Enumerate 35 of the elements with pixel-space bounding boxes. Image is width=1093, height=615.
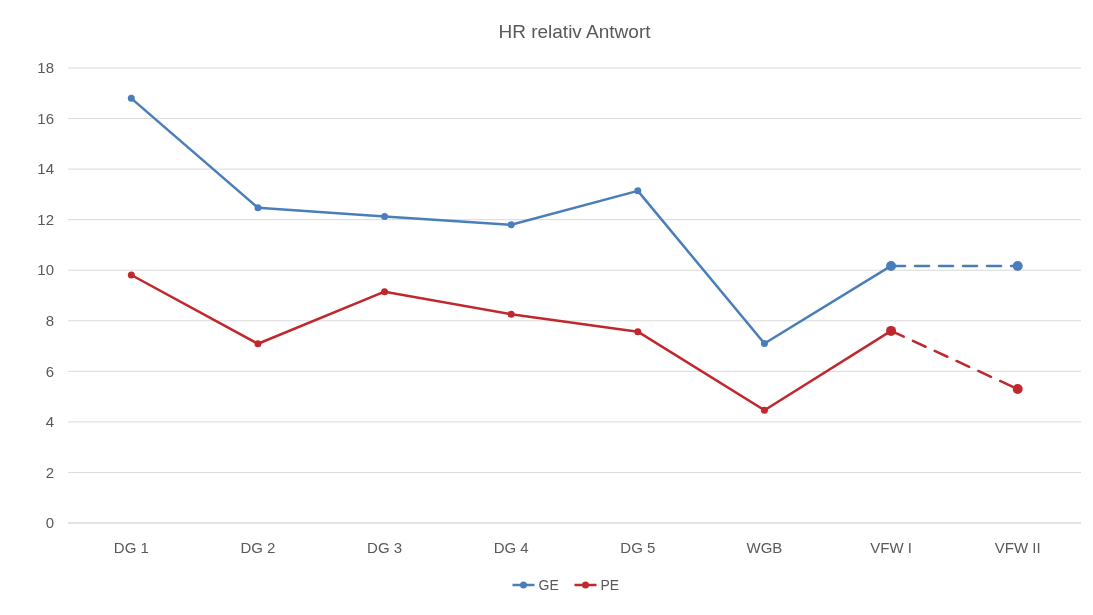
point <box>381 212 389 220</box>
point <box>634 187 642 195</box>
point <box>760 406 768 414</box>
x-tick-label: WGB <box>746 539 783 556</box>
point <box>760 340 768 348</box>
y-tick-label: 16 <box>37 109 54 127</box>
point <box>507 221 515 229</box>
y-tick-label: 10 <box>37 261 54 279</box>
point <box>381 288 389 296</box>
y-tick-label: 6 <box>45 362 54 380</box>
legend-label: GE <box>538 576 559 593</box>
point <box>1012 260 1023 271</box>
x-tick-label: DG 1 <box>113 539 149 556</box>
x-tick-label: DG 2 <box>240 539 276 556</box>
x-tick-label: VFW I <box>870 539 912 556</box>
y-tick-label: 14 <box>37 160 54 178</box>
point <box>254 340 262 348</box>
point <box>254 204 262 212</box>
y-tick-label: 18 <box>37 59 54 77</box>
x-tick-label: DG 3 <box>367 539 403 556</box>
point <box>634 328 642 336</box>
x-tick-label: VFW II <box>994 539 1041 556</box>
y-tick-label: 8 <box>45 312 54 330</box>
point <box>127 271 135 279</box>
x-tick-label: DG 4 <box>493 539 529 556</box>
x-tick-label: DG 5 <box>620 539 656 556</box>
point <box>127 94 135 102</box>
y-tick-label: 4 <box>45 413 54 431</box>
y-tick-label: 12 <box>37 210 54 228</box>
y-tick-label: 2 <box>45 463 54 481</box>
point <box>507 310 515 318</box>
legend-label: PE <box>600 576 620 593</box>
point <box>1012 384 1023 395</box>
y-tick-label: 0 <box>45 514 54 532</box>
chart-title: HR relativ Antwort <box>498 21 652 42</box>
